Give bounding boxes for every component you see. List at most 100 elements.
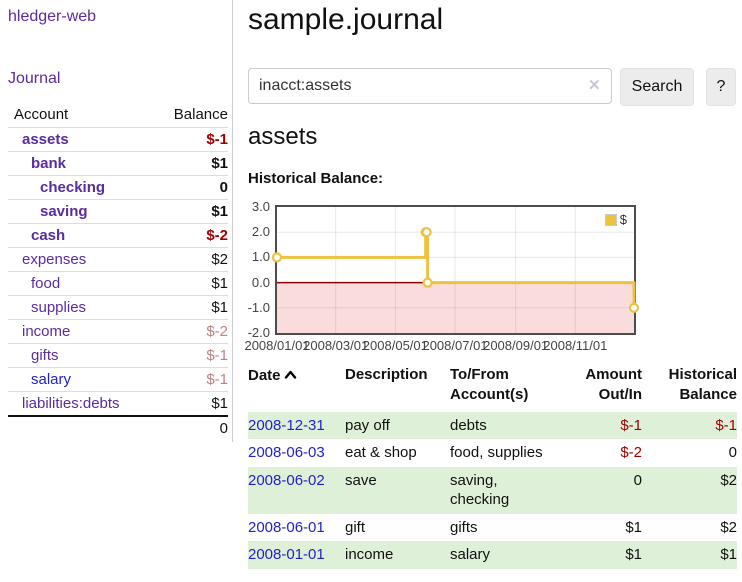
account-row: liabilities:debts $1 bbox=[8, 391, 228, 415]
account-row: cash $-2 bbox=[8, 223, 228, 247]
y-tick-label: 1.0 bbox=[251, 249, 270, 265]
account-balance: $1 bbox=[211, 395, 228, 412]
account-balance: 0 bbox=[219, 179, 228, 196]
account-link-bank[interactable]: bank bbox=[31, 155, 67, 172]
account-balance: $1 bbox=[211, 203, 228, 220]
transaction-balance: $2 bbox=[720, 518, 737, 536]
transaction-accounts: debts bbox=[450, 416, 487, 434]
column-header-balance: Historical Balance bbox=[668, 366, 737, 404]
transaction-date-link[interactable]: 2008-06-01 bbox=[248, 518, 325, 536]
column-header-date[interactable]: Date bbox=[248, 362, 345, 412]
help-button[interactable]: ? bbox=[706, 68, 736, 106]
legend-label: $ bbox=[619, 212, 627, 227]
y-tick-label: -2.0 bbox=[247, 325, 270, 340]
y-tick-label: 2.0 bbox=[251, 224, 270, 240]
account-link-saving[interactable]: saving bbox=[40, 203, 88, 220]
register-account-heading: assets bbox=[248, 123, 318, 150]
register-table-header-row: Date Description To/From Account(s) Amou… bbox=[248, 362, 737, 412]
account-row: expenses $2 bbox=[8, 247, 228, 271]
transaction-description: eat & shop bbox=[345, 444, 417, 461]
account-balance: $-2 bbox=[206, 227, 228, 244]
account-link-assets[interactable]: assets bbox=[22, 131, 69, 148]
y-tick-label: 0.0 bbox=[251, 274, 270, 290]
transaction-balance: $-1 bbox=[715, 416, 737, 434]
account-link-gifts[interactable]: gifts bbox=[31, 347, 59, 364]
transaction-row: 2008-12-31 pay off debts $-1 $-1 bbox=[248, 411, 737, 439]
account-link-cash[interactable]: cash bbox=[31, 227, 66, 244]
sidebar-item-journal[interactable]: Journal bbox=[8, 70, 61, 87]
transaction-accounts: saving, checking bbox=[450, 471, 510, 509]
transaction-amount: $-2 bbox=[620, 444, 642, 461]
column-header-description: Description bbox=[345, 366, 428, 383]
transaction-row: 2008-06-01 gift gifts $1 $2 bbox=[248, 514, 737, 542]
transaction-description: pay off bbox=[345, 416, 390, 434]
transaction-description: save bbox=[345, 471, 377, 489]
y-tick-label: 3.0 bbox=[251, 199, 270, 214]
transaction-balance: $1 bbox=[720, 546, 737, 563]
transaction-date-link[interactable]: 2008-12-31 bbox=[248, 416, 325, 434]
x-tick-label: 2008/01/01 bbox=[244, 338, 310, 353]
transaction-description: income bbox=[345, 546, 394, 563]
account-balance: $2 bbox=[211, 251, 228, 268]
account-link-income[interactable]: income bbox=[22, 323, 71, 340]
account-link-expenses[interactable]: expenses bbox=[22, 251, 87, 268]
x-tick-label: 2008/07/01 bbox=[422, 338, 488, 353]
transaction-balance: 0 bbox=[728, 444, 737, 461]
accounts-total-value: 0 bbox=[219, 420, 228, 437]
account-row: income $-2 bbox=[8, 319, 228, 343]
search-button[interactable]: Search bbox=[620, 68, 694, 106]
x-tick-label: 2008/03/01 bbox=[303, 338, 369, 353]
account-link-liabilities-debts[interactable]: liabilities:debts bbox=[22, 395, 120, 412]
x-tick-label: 2008/11/01 bbox=[543, 338, 608, 353]
account-row: gifts $-1 bbox=[8, 343, 228, 367]
register-table: Date Description To/From Account(s) Amou… bbox=[248, 362, 737, 569]
account-row: bank $1 bbox=[8, 151, 228, 175]
chart-title: Historical Balance: bbox=[248, 170, 384, 187]
accounts-header-account: Account bbox=[14, 106, 69, 123]
legend-swatch-icon bbox=[604, 213, 617, 226]
accounts-header: Account Balance bbox=[8, 103, 228, 127]
account-row: assets $-1 bbox=[8, 127, 228, 151]
account-link-food[interactable]: food bbox=[31, 275, 61, 292]
transaction-amount: $1 bbox=[625, 546, 642, 563]
transaction-accounts: food, supplies bbox=[450, 444, 543, 461]
accounts-total-row: 0 bbox=[8, 415, 228, 440]
account-link-checking[interactable]: checking bbox=[40, 179, 106, 196]
chart-legend: $ bbox=[602, 211, 629, 228]
transaction-balance: $2 bbox=[720, 471, 737, 489]
transaction-accounts: salary bbox=[450, 546, 491, 563]
transaction-amount: 0 bbox=[633, 471, 642, 489]
balance-chart-plot[interactable]: $ bbox=[271, 205, 640, 335]
transaction-date-link[interactable]: 2008-06-02 bbox=[248, 471, 325, 489]
account-link-salary[interactable]: salary bbox=[31, 371, 72, 388]
page-title: sample.journal bbox=[248, 3, 444, 36]
account-row: saving $1 bbox=[8, 199, 228, 223]
transaction-row: 2008-06-03 eat & shop food, supplies $-2… bbox=[248, 439, 737, 467]
account-link-supplies[interactable]: supplies bbox=[31, 299, 87, 316]
y-tick-label: -1.0 bbox=[247, 299, 270, 315]
sidebar: hledger-web Journal Account Balance asse… bbox=[0, 0, 233, 442]
account-balance: $-1 bbox=[206, 347, 228, 364]
column-header-accounts: To/From Account(s) bbox=[450, 366, 529, 404]
transaction-description: gift bbox=[345, 518, 366, 536]
chart-canvas bbox=[271, 207, 640, 333]
transaction-row: 2008-06-02 save saving, checking 0 $2 bbox=[248, 466, 737, 514]
transaction-date-link[interactable]: 2008-06-03 bbox=[248, 444, 325, 461]
brand-link[interactable]: hledger-web bbox=[8, 8, 97, 25]
search-input[interactable] bbox=[248, 68, 612, 104]
account-row: checking 0 bbox=[8, 175, 228, 199]
clear-search-icon[interactable]: ✕ bbox=[588, 77, 601, 94]
account-balance: $1 bbox=[211, 275, 228, 292]
transaction-amount: $1 bbox=[625, 518, 642, 536]
transaction-row: 2008-01-01 income salary $1 $1 bbox=[248, 541, 737, 569]
account-balance: $-1 bbox=[206, 131, 228, 148]
x-tick-label: 2008/05/01 bbox=[362, 338, 428, 353]
transaction-date-link[interactable]: 2008-01-01 bbox=[248, 546, 325, 563]
account-row: supplies $1 bbox=[8, 295, 228, 319]
transaction-amount: $-1 bbox=[620, 416, 642, 434]
account-balance: $1 bbox=[211, 155, 228, 172]
account-balance: $-2 bbox=[206, 323, 228, 340]
account-balance: $1 bbox=[211, 299, 228, 316]
account-row: food $1 bbox=[8, 271, 228, 295]
account-row: salary $-1 bbox=[8, 367, 228, 391]
